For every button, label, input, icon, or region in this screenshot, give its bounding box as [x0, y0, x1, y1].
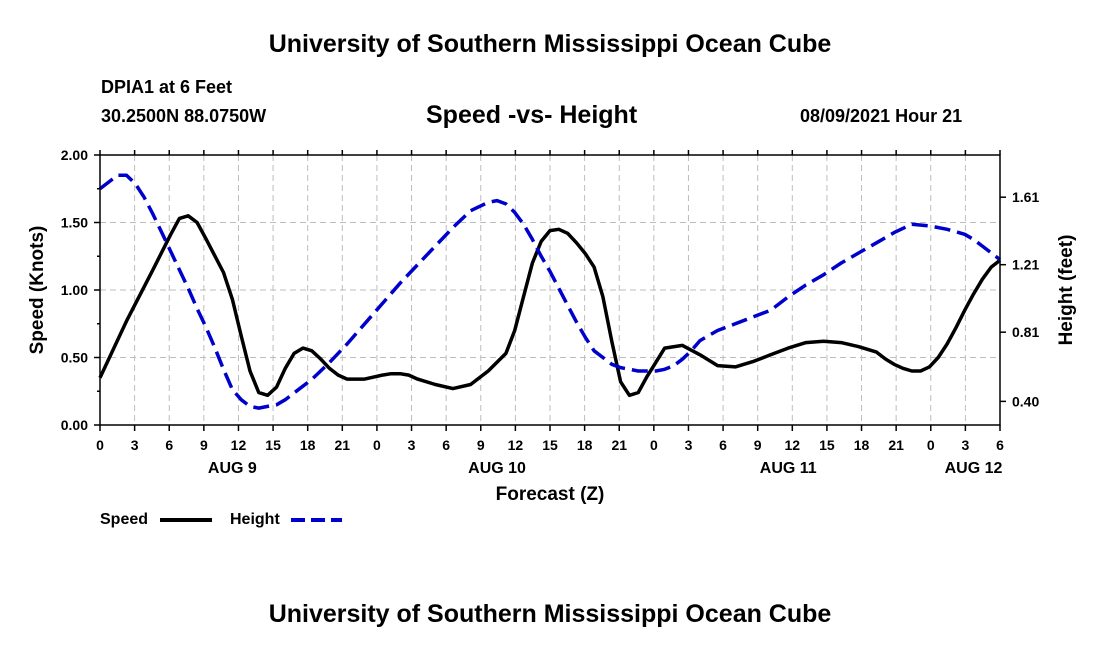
date-label: AUG 9 — [208, 460, 257, 477]
x-tick-label: 21 — [611, 437, 627, 453]
axis-layer: 0 3 6 9 12 15 18 21 0 3 6 9 12 15 18 21 0 3 6 9 12 15 18 21 0 3 6 0… — [61, 147, 1040, 477]
x-tick-label: 6 — [719, 437, 727, 453]
forecast-date: 08/09/2021 Hour 21 — [800, 106, 963, 126]
x-tick-label: 3 — [961, 437, 969, 453]
x-tick-label: 6 — [996, 437, 1004, 453]
x-tick-label: 0 — [650, 437, 658, 453]
series-line-height — [98, 173, 1002, 410]
x-tick-label: 3 — [685, 437, 693, 453]
station-coordinates: 30.2500N 88.0750W — [101, 106, 267, 126]
x-tick-label: 0 — [927, 437, 935, 453]
x-tick-label: 15 — [265, 437, 281, 453]
series-layer — [98, 173, 1002, 410]
y2-tick-label: 0.81 — [1012, 324, 1039, 340]
x-tick-label: 12 — [231, 437, 247, 453]
y-tick-label: 1.00 — [61, 282, 88, 298]
x-tick-label: 18 — [854, 437, 870, 453]
date-label: AUG 11 — [760, 460, 817, 477]
y-tick-label: 2.00 — [61, 147, 88, 163]
legend-height-label: Height — [230, 511, 280, 528]
legend-speed-label: Speed — [100, 511, 148, 528]
x-tick-label: 6 — [165, 437, 173, 453]
x-tick-label: 9 — [477, 437, 485, 453]
x-tick-label: 9 — [200, 437, 208, 453]
x-tick-label: 12 — [785, 437, 801, 453]
legend: Speed Height — [100, 511, 342, 528]
x-tick-label: 15 — [542, 437, 558, 453]
y2-axis-label: Height (feet) — [1056, 235, 1077, 346]
x-tick-label: 3 — [131, 437, 139, 453]
header-title: University of Southern Mississippi Ocean… — [268, 30, 832, 58]
x-tick-label: 6 — [442, 437, 450, 453]
x-tick-label: 0 — [96, 437, 104, 453]
x-tick-label: 12 — [508, 437, 524, 453]
x-tick-label: 18 — [300, 437, 316, 453]
date-label: AUG 12 — [945, 460, 1003, 477]
grid-layer — [100, 155, 1000, 425]
x-tick-label: 18 — [577, 437, 593, 453]
y2-tick-label: 1.21 — [1012, 257, 1039, 273]
date-label: AUG 10 — [468, 460, 526, 477]
y2-tick-label: 0.40 — [1012, 393, 1039, 409]
series-line-speed — [98, 214, 1002, 398]
x-tick-label: 21 — [335, 437, 351, 453]
footer-title: University of Southern Mississippi Ocean… — [268, 600, 832, 628]
y-tick-label: 0.50 — [61, 350, 88, 366]
x-tick-label: 9 — [754, 437, 762, 453]
y-tick-label: 0.00 — [61, 417, 88, 433]
y-tick-label: 1.50 — [61, 215, 88, 231]
x-tick-label: 3 — [408, 437, 416, 453]
x-tick-label: 0 — [373, 437, 381, 453]
y-axis-label: Speed (Knots) — [27, 226, 48, 355]
x-axis-label: Forecast (Z) — [496, 484, 605, 505]
chart-title: Speed -vs- Height — [426, 101, 638, 129]
x-tick-label: 15 — [819, 437, 835, 453]
station-name: DPIA1 at 6 Feet — [101, 77, 233, 97]
x-tick-label: 21 — [888, 437, 904, 453]
y2-tick-label: 1.61 — [1012, 189, 1039, 205]
